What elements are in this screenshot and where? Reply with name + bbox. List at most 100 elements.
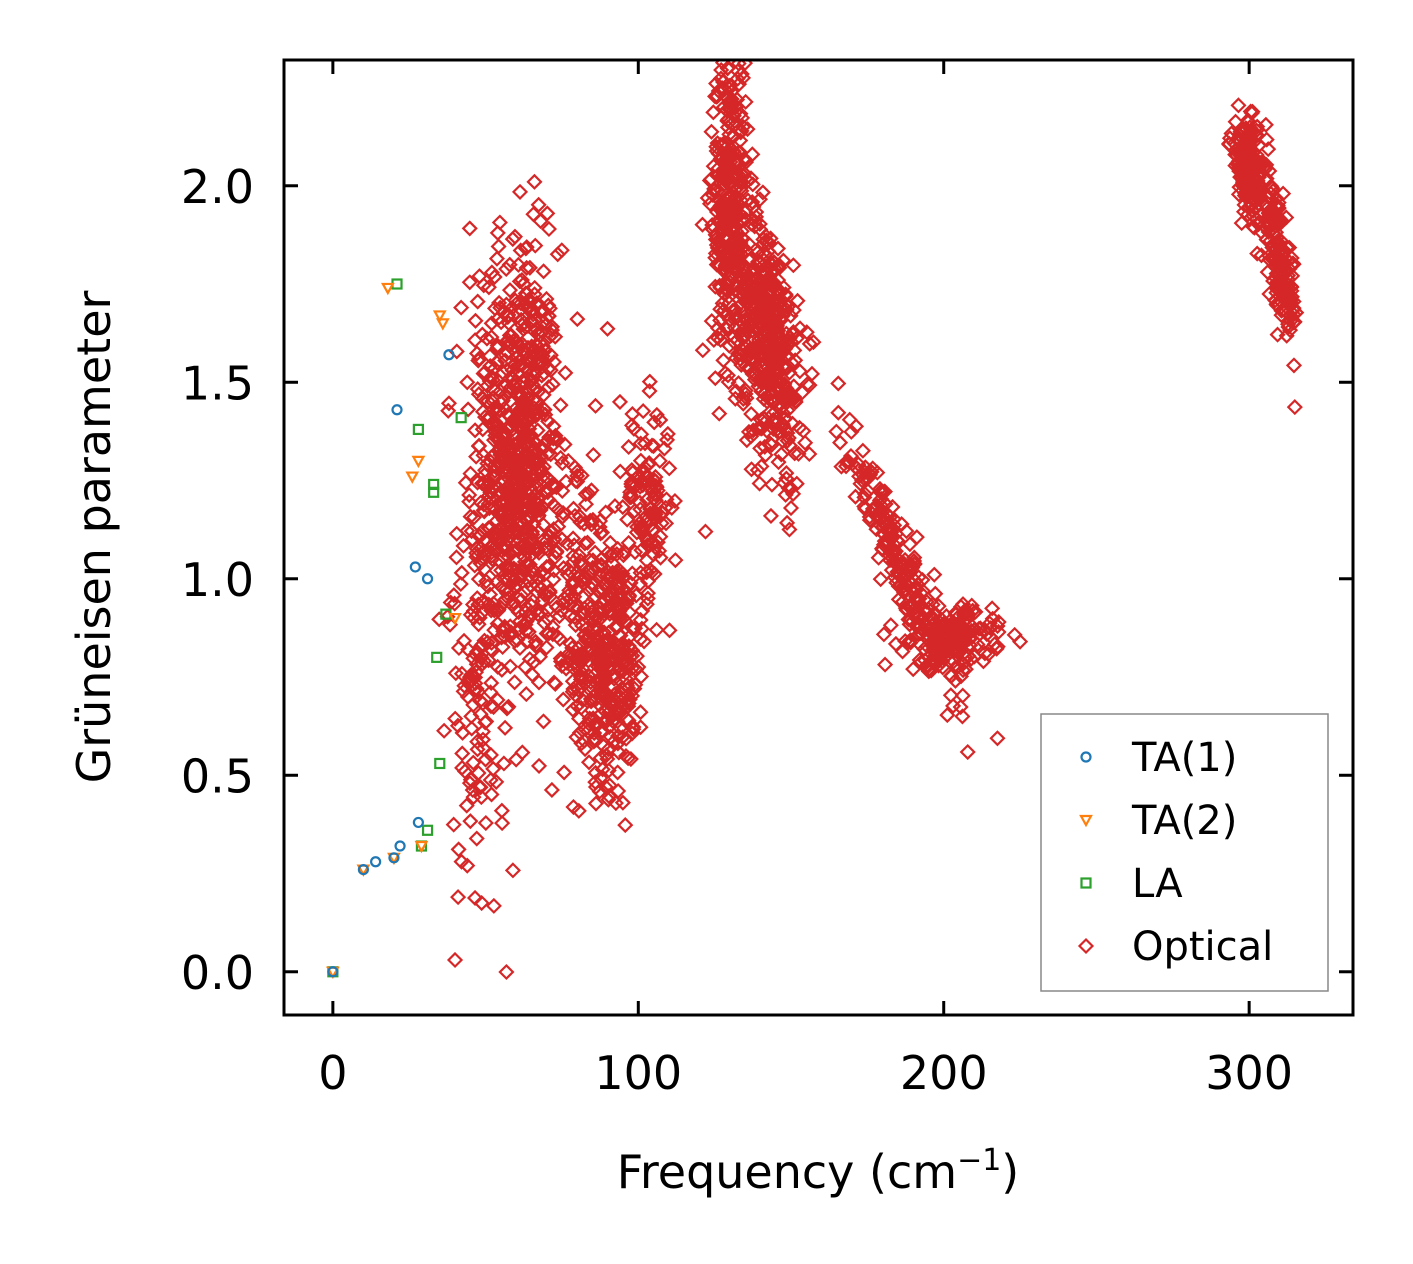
optical-point [454, 759, 471, 776]
optical-point [511, 639, 528, 657]
optical-point [758, 388, 776, 405]
optical-point [605, 706, 622, 723]
optical-point [541, 584, 558, 601]
optical-point [1238, 189, 1255, 206]
optical-point [501, 256, 518, 273]
optical-point [746, 218, 763, 235]
optical-point [935, 634, 952, 651]
optical-point [557, 364, 574, 381]
optical-point [554, 482, 571, 499]
optical-point [535, 713, 552, 730]
optical-point [753, 458, 770, 475]
optical-point [595, 624, 613, 641]
optical-point [610, 575, 627, 592]
optical-point [708, 75, 725, 92]
la-point [428, 486, 440, 498]
x-tick-label: 300 [1205, 1046, 1293, 1100]
optical-point [561, 645, 578, 662]
optical-point [490, 238, 507, 255]
optical-point [604, 555, 621, 572]
optical-point [632, 435, 649, 452]
optical-point [587, 764, 604, 781]
optical-point [782, 480, 800, 497]
ta-1-point [409, 561, 421, 573]
optical-point [582, 690, 599, 708]
optical-point [543, 327, 560, 344]
optical-point [697, 523, 714, 540]
optical-point [947, 672, 964, 689]
optical-point [901, 536, 918, 553]
optical-point [765, 254, 783, 271]
optical-point [486, 360, 503, 377]
optical-point [667, 552, 684, 569]
optical-point [474, 594, 491, 611]
optical-point [461, 775, 478, 792]
optical-point [734, 322, 751, 339]
optical-point [955, 662, 972, 679]
optical-point [989, 730, 1006, 747]
optical-point [512, 413, 530, 430]
optical-point [628, 661, 645, 678]
optical-point [959, 743, 976, 761]
optical-point [465, 650, 482, 667]
optical-point [749, 462, 766, 479]
optical-point [493, 562, 510, 579]
optical-point [719, 199, 736, 216]
optical-point [538, 639, 555, 656]
optical-point [641, 382, 658, 400]
optical-point [785, 257, 802, 274]
optical-point [491, 402, 508, 419]
optical-point [494, 638, 511, 656]
optical-point [471, 779, 488, 796]
optical-point [552, 397, 569, 414]
optical-point [572, 669, 590, 686]
optical-point [497, 591, 514, 608]
optical-point [524, 526, 541, 543]
optical-point [757, 302, 774, 319]
optical-point [518, 384, 535, 401]
optical-point [517, 319, 534, 336]
optical-point [648, 479, 665, 496]
optical-point [738, 390, 755, 407]
optical-point [894, 643, 911, 660]
optical-point [556, 436, 573, 453]
optical-point [479, 377, 496, 394]
optical-point [791, 320, 809, 337]
optical-point [553, 657, 570, 674]
optical-point [1248, 126, 1265, 143]
optical-point [461, 669, 478, 686]
optical-point [949, 658, 966, 675]
optical-point [586, 724, 603, 742]
optical-point [712, 136, 729, 154]
optical-point [569, 599, 587, 616]
optical-point [453, 299, 470, 316]
optical-point [1280, 267, 1297, 284]
optical-point [505, 480, 522, 497]
optical-point [464, 781, 481, 799]
optical-point [467, 332, 484, 349]
optical-point [900, 611, 917, 628]
optical-point [599, 544, 616, 562]
optical-point [733, 223, 750, 240]
optical-point [477, 714, 494, 731]
optical-point [753, 330, 770, 347]
optical-point [729, 70, 746, 87]
optical-point [886, 517, 903, 534]
optical-point [516, 549, 533, 566]
optical-point [580, 485, 597, 502]
optical-point [492, 446, 509, 463]
optical-point [727, 104, 744, 121]
optical-point [1240, 138, 1257, 155]
optical-point [440, 402, 457, 419]
optical-point [500, 306, 517, 323]
optical-point [707, 88, 724, 105]
optical-point [989, 638, 1006, 655]
optical-point [918, 658, 935, 676]
optical-point [828, 423, 845, 440]
y-tick-label: 0.0 [181, 946, 254, 1000]
optical-point [753, 383, 770, 400]
optical-point [525, 501, 543, 518]
x-tick-label: 100 [594, 1046, 682, 1100]
ta-2-point [432, 310, 447, 323]
optical-point [448, 343, 465, 360]
